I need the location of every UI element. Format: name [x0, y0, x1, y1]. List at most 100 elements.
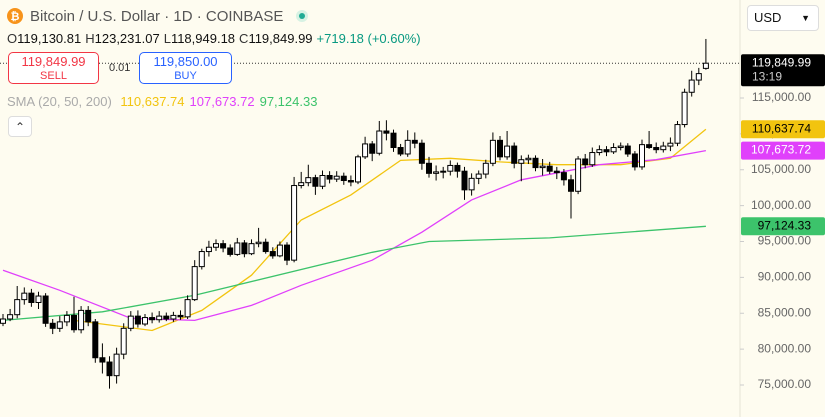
- candle-body: [213, 243, 219, 248]
- candle-body: [575, 158, 582, 192]
- candle-body: [63, 314, 70, 323]
- candle-body: [227, 247, 234, 255]
- ohlc-value: 119,130.81: [17, 31, 82, 46]
- candle-body: [21, 292, 28, 301]
- candle-body: [411, 139, 418, 144]
- candle-body: [631, 153, 638, 168]
- svg-text:₿: ₿: [11, 11, 20, 23]
- candle-body: [596, 149, 603, 154]
- candle-body: [269, 251, 276, 257]
- candle-body: [291, 185, 298, 261]
- candle-body: [426, 162, 432, 174]
- candle-body: [234, 242, 241, 255]
- ohlc-legend: O119,130.81 H123,231.07 L118,949.18 C119,84…: [7, 31, 421, 46]
- candle-body: [198, 251, 205, 268]
- candle-body: [560, 172, 567, 181]
- sma-line: [2, 149, 707, 322]
- candle-body: [667, 142, 674, 147]
- candle-body: [120, 327, 127, 355]
- candle-body: [184, 299, 191, 318]
- candle-body: [142, 317, 148, 325]
- candle-body: [156, 315, 163, 321]
- candle-body: [170, 314, 177, 320]
- candle-body: [340, 175, 347, 182]
- candle-body: [660, 145, 667, 151]
- bitcoin-icon: ₿: [7, 8, 23, 24]
- currency-select[interactable]: USD ▼: [747, 5, 819, 31]
- candle-body: [106, 361, 113, 377]
- countdown: 13:19: [752, 69, 782, 83]
- candle-body: [7, 314, 14, 320]
- sma-tag: [741, 141, 825, 160]
- collapse-button[interactable]: ⌃: [8, 116, 32, 137]
- candle-body: [85, 309, 92, 323]
- candle-body: [28, 292, 35, 303]
- candle-body: [617, 145, 624, 149]
- sma-tag: [741, 217, 825, 236]
- candle-body: [482, 162, 489, 175]
- candle-body: [511, 145, 518, 164]
- candle-body: [42, 295, 49, 324]
- candle-body: [14, 299, 21, 316]
- candle-body: [582, 158, 589, 166]
- candle-body: [134, 315, 141, 325]
- y-tick-label: 100,000.00: [751, 198, 811, 212]
- ohlc-key: O: [7, 31, 18, 46]
- candle-body: [71, 314, 77, 331]
- candle-body: [610, 147, 617, 153]
- y-tick-label: 95,000.00: [758, 234, 812, 248]
- candle-body: [461, 170, 468, 191]
- indicator-name[interactable]: SMA (20, 50, 200): [7, 94, 112, 109]
- symbol-header: ₿ Bitcoin / U.S. Dollar · 1D · COINBASE: [6, 7, 311, 25]
- candle-body: [688, 79, 695, 93]
- candle-body: [603, 149, 610, 153]
- candle-body: [127, 315, 134, 329]
- candle-body: [333, 175, 340, 180]
- candle-body: [362, 143, 369, 158]
- candle-body: [248, 243, 255, 255]
- y-tick-label: 115,000.00: [752, 90, 811, 104]
- candle-body: [447, 164, 454, 172]
- candle-body: [702, 62, 709, 69]
- plot-area: [0, 38, 709, 389]
- candle-body: [546, 165, 553, 172]
- last-price-label: 119,849.99: [752, 55, 811, 69]
- candle-body: [312, 177, 319, 187]
- candle-body: [305, 177, 312, 184]
- sma-tag-label: 110,637.74: [752, 121, 811, 135]
- candle-body: [255, 241, 262, 245]
- quantity[interactable]: 0.01: [109, 62, 131, 74]
- candle-body: [149, 317, 156, 321]
- candle-body: [589, 152, 596, 166]
- candle-body: [241, 242, 248, 255]
- buy-price: 119,850.00: [153, 54, 218, 69]
- y-tick-label: 105,000.00: [751, 162, 811, 176]
- candle-body: [319, 174, 326, 187]
- currency: USD: [754, 10, 782, 25]
- candle-body: [177, 314, 184, 318]
- market-status[interactable]: [289, 7, 311, 25]
- candle-body: [518, 159, 525, 164]
- ohlc-key: C: [239, 31, 249, 46]
- buy-label: BUY: [174, 70, 197, 82]
- price-change: +719.18 (+0.60%): [316, 31, 421, 46]
- ohlc-value: 118,949.18: [170, 31, 236, 46]
- sma-tag-label: 97,124.33: [758, 218, 812, 232]
- candle-body: [646, 144, 653, 149]
- candle-body: [695, 73, 702, 81]
- candle-body: [49, 322, 56, 329]
- sell-button[interactable]: 119,849.99 SELL: [8, 52, 99, 84]
- candle-body: [553, 170, 560, 174]
- candle-body: [418, 142, 425, 164]
- buy-button[interactable]: 119,850.00 BUY: [139, 52, 232, 84]
- candle-body: [205, 246, 212, 253]
- candle-body: [113, 353, 120, 377]
- candle-body: [163, 315, 170, 320]
- y-tick-label: 85,000.00: [758, 305, 812, 319]
- candle-body: [92, 321, 99, 359]
- symbol-title[interactable]: Bitcoin / U.S. Dollar · 1D · COINBASE: [30, 7, 284, 25]
- indicator-value: 110,637.74: [120, 94, 185, 109]
- sma-tag: [741, 120, 825, 139]
- ohlc-value: 119,849.99: [248, 31, 313, 46]
- candle-body: [355, 156, 361, 183]
